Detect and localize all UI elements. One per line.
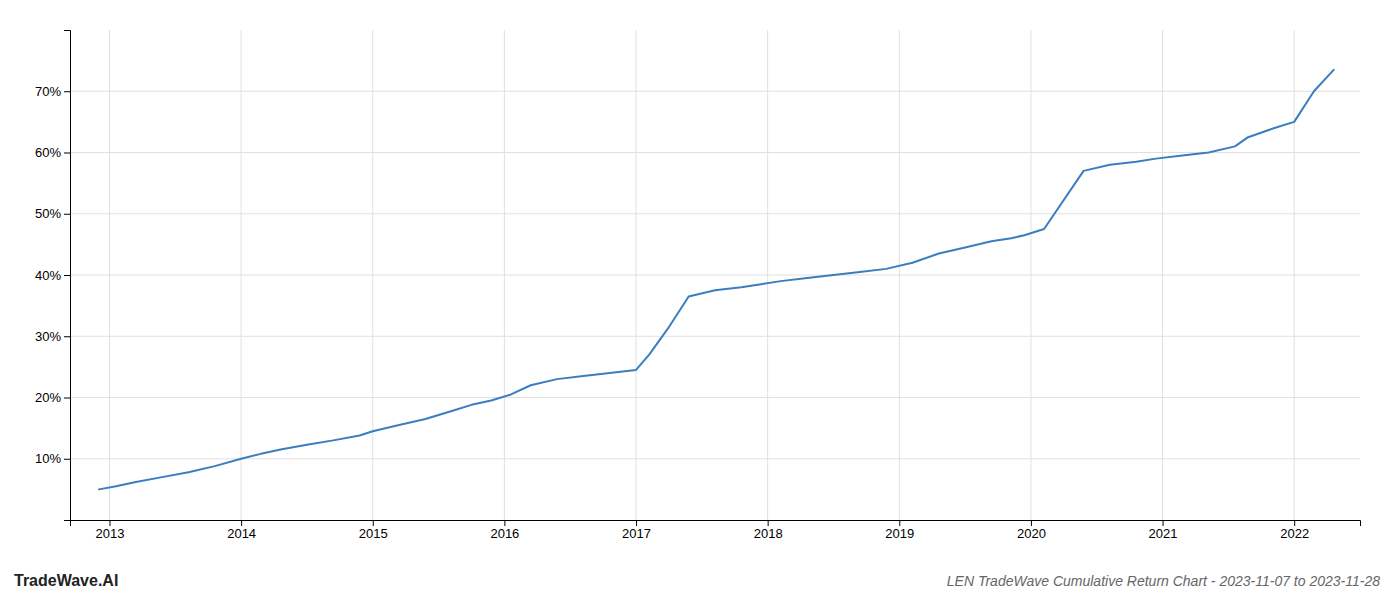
x-tick-label: 2022 — [1280, 526, 1309, 541]
x-tick-mark — [504, 520, 505, 526]
y-tick-label: 60% — [35, 145, 61, 160]
grid-line — [1294, 30, 1295, 520]
x-tick: 2021 — [1149, 520, 1178, 541]
x-tick-label: 2016 — [490, 526, 519, 541]
x-tick: 2018 — [754, 520, 783, 541]
x-tick: 2020 — [1017, 520, 1046, 541]
grid-line — [70, 336, 1360, 337]
grid-line — [899, 30, 900, 520]
x-axis-line — [71, 521, 1361, 527]
y-tick: 30% — [35, 329, 70, 344]
x-tick: 2017 — [622, 520, 651, 541]
y-tick-mark — [64, 336, 70, 337]
x-tick: 2014 — [227, 520, 256, 541]
y-tick-mark — [64, 214, 70, 215]
grid-line — [70, 458, 1360, 459]
grid-line — [372, 30, 373, 520]
y-tick-label: 70% — [35, 84, 61, 99]
x-tick-label: 2014 — [227, 526, 256, 541]
watermark: TradeWave.AI — [14, 572, 118, 589]
y-tick-label: 30% — [35, 329, 61, 344]
y-axis-line — [64, 31, 71, 521]
line — [99, 70, 1334, 490]
x-tick-mark — [109, 520, 110, 526]
plot-area: 2013 2014 2015 2016 2017 2018 2019 2020 2021 2022… — [35, 30, 1361, 541]
grid-line — [767, 30, 768, 520]
x-tick-mark — [1294, 520, 1295, 526]
x-tick-label: 2021 — [1149, 526, 1178, 541]
x-tick-mark — [899, 520, 900, 526]
y-axis: 10% 20% 30% 40% 50% 60% 70% — [35, 31, 71, 521]
grid-line — [504, 30, 505, 520]
y-tick: 60% — [35, 145, 70, 160]
y-tick-mark — [64, 459, 70, 460]
y-tick-mark — [64, 275, 70, 276]
x-tick-label: 2020 — [1017, 526, 1046, 541]
grid — [70, 30, 1360, 520]
x-axis: 2013 2014 2015 2016 2017 2018 2019 2020 2021 2022 — [71, 520, 1361, 541]
y-tick-label: 20% — [35, 390, 61, 405]
x-tick-mark — [373, 520, 374, 526]
grid-line — [70, 91, 1360, 92]
grid-line — [1162, 30, 1163, 520]
chart: 2013 2014 2015 2016 2017 2018 2019 2020 2021 2022… — [0, 0, 1400, 600]
y-tick: 70% — [35, 84, 70, 99]
grid-line — [70, 397, 1360, 398]
y-tick: 50% — [35, 206, 70, 221]
y-tick: 20% — [35, 390, 70, 405]
x-tick-mark — [1031, 520, 1032, 526]
grid-line — [109, 30, 110, 520]
x-tick-label: 2013 — [96, 526, 125, 541]
x-tick-label: 2015 — [359, 526, 388, 541]
grid-line — [70, 275, 1360, 276]
grid-line — [70, 213, 1360, 214]
x-tick: 2016 — [490, 520, 519, 541]
x-tick: 2019 — [885, 520, 914, 541]
y-tick-label: 10% — [35, 451, 61, 466]
x-tick-label: 2018 — [754, 526, 783, 541]
y-tick: 40% — [35, 268, 70, 283]
x-tick-mark — [636, 520, 637, 526]
x-tick-label: 2017 — [622, 526, 651, 541]
x-tick-mark — [1163, 520, 1164, 526]
marks — [99, 70, 1334, 490]
y-tick-mark — [64, 398, 70, 399]
x-tick: 2013 — [96, 520, 125, 541]
x-tick-mark — [768, 520, 769, 526]
y-tick-label: 50% — [35, 206, 61, 221]
y-tick-label: 40% — [35, 268, 61, 283]
grid-line — [241, 30, 242, 520]
x-tick-mark — [241, 520, 242, 526]
y-tick: 10% — [35, 451, 70, 466]
y-tick-mark — [64, 153, 70, 154]
x-tick-label: 2019 — [885, 526, 914, 541]
x-tick: 2022 — [1280, 520, 1309, 541]
grid-line — [636, 30, 637, 520]
x-tick: 2015 — [359, 520, 388, 541]
grid-line — [1030, 30, 1031, 520]
y-tick-mark — [64, 91, 70, 92]
title: LEN TradeWave Cumulative Return Chart - … — [947, 573, 1380, 589]
grid-line — [70, 152, 1360, 153]
